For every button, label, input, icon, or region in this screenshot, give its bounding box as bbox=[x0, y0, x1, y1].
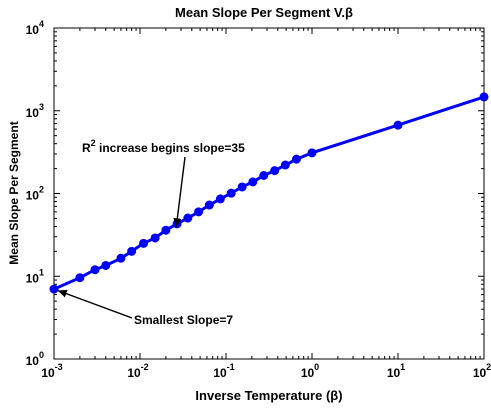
tick-labels: 10-3 10-2 10-1 100 101 102 100 101 102 103 104 bbox=[26, 19, 491, 380]
data-point bbox=[259, 171, 269, 181]
data-point bbox=[161, 225, 171, 235]
data-point bbox=[215, 194, 225, 204]
y-tick-label: 104 bbox=[26, 19, 44, 37]
annotation-arrow bbox=[57, 289, 133, 319]
x-tick-label: 10-1 bbox=[213, 362, 234, 380]
data-point bbox=[49, 284, 59, 294]
y-tick-label: 102 bbox=[26, 185, 44, 203]
data-point bbox=[75, 273, 85, 283]
data-point bbox=[237, 182, 247, 192]
data-point bbox=[90, 265, 100, 275]
x-tick-label: 10-2 bbox=[127, 362, 148, 380]
data-point bbox=[393, 120, 403, 130]
data-point bbox=[280, 160, 290, 170]
x-tick-label: 102 bbox=[473, 362, 491, 380]
axis-ticks bbox=[53, 27, 485, 360]
data-point bbox=[101, 260, 111, 270]
data-point bbox=[226, 188, 236, 198]
data-point bbox=[194, 207, 204, 217]
x-tick-label: 100 bbox=[301, 362, 319, 380]
data-point bbox=[307, 148, 317, 158]
annotation-label: R2 increase begins slope=35 bbox=[82, 138, 245, 155]
y-tick-label: 101 bbox=[26, 267, 44, 285]
data-point bbox=[139, 238, 149, 248]
y-axis-label: Mean Slope Per Segment bbox=[7, 121, 21, 264]
data-point bbox=[270, 166, 280, 176]
annotation-arrow bbox=[173, 156, 186, 228]
data-point bbox=[150, 233, 160, 243]
data-point bbox=[116, 253, 126, 263]
data-point bbox=[291, 154, 301, 164]
data-point bbox=[204, 200, 214, 210]
y-tick-label: 100 bbox=[26, 350, 44, 368]
x-tick-label: 10-3 bbox=[41, 362, 62, 380]
data-point bbox=[127, 246, 137, 256]
data-point bbox=[248, 177, 258, 187]
x-tick-label: 101 bbox=[387, 362, 405, 380]
x-axis-label: Inverse Temperature (β) bbox=[195, 388, 342, 403]
chart-title: Mean Slope Per Segment V.β bbox=[175, 5, 353, 20]
plot-area bbox=[53, 27, 485, 360]
y-tick-label: 103 bbox=[26, 102, 44, 120]
data-point bbox=[479, 92, 489, 102]
series-markers bbox=[49, 92, 489, 294]
data-point bbox=[183, 213, 193, 223]
annotations: R2 increase begins slope=35 Smallest Slo… bbox=[57, 138, 245, 327]
annotation-label: Smallest Slope=7 bbox=[134, 313, 233, 327]
